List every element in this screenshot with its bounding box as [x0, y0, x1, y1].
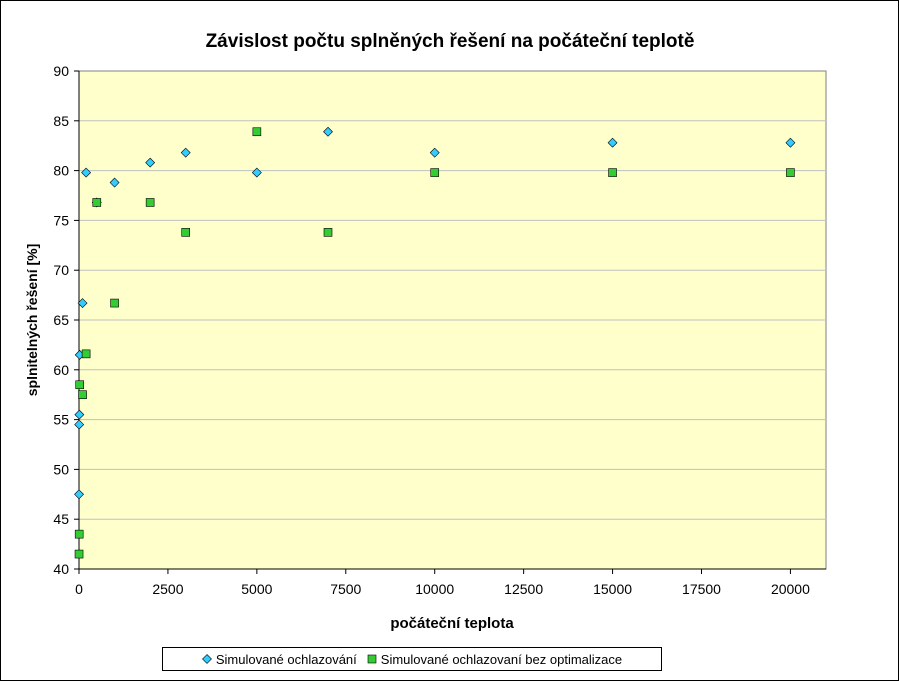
- data-point-series-1: [323, 126, 333, 137]
- y-tick-label: 50: [53, 461, 69, 477]
- data-point-series-2: [75, 380, 85, 390]
- y-tick-label: 60: [53, 362, 69, 378]
- y-tick-label: 85: [53, 113, 69, 129]
- y-tick-label: 45: [53, 511, 69, 527]
- data-point-series-1: [74, 419, 85, 430]
- data-point-series-2: [74, 529, 84, 539]
- data-point-series-2: [92, 198, 102, 207]
- data-point-series-2: [323, 228, 333, 237]
- x-tick-label: 15000: [593, 581, 632, 597]
- data-point-series-1: [81, 167, 92, 178]
- data-point-series-2: [145, 198, 155, 207]
- data-points: [74, 126, 796, 559]
- data-point-series-1: [109, 177, 120, 188]
- data-point-series-2: [78, 390, 87, 400]
- data-point-series-2: [181, 228, 191, 237]
- x-tick-label: 20000: [771, 581, 810, 597]
- diamond-marker-icon: [201, 654, 212, 664]
- data-point-series-1: [180, 147, 191, 158]
- y-tick-label: 55: [53, 412, 69, 428]
- legend-label-series-2: Simulované ochlazovaní bez optimalizace: [380, 651, 623, 667]
- y-tick-label: 90: [53, 63, 69, 79]
- y-tick-labels: 40 45 50 55 60 65 70 75 80 85 90: [53, 63, 69, 577]
- x-tick-label: 5000: [241, 581, 272, 597]
- x-tick-label: 0: [75, 581, 83, 597]
- data-point-series-1: [607, 137, 618, 148]
- y-tick-label: 80: [53, 163, 69, 179]
- data-point-series-1: [74, 489, 84, 500]
- data-point-series-2: [74, 549, 84, 559]
- x-tick-label: 12500: [504, 581, 543, 597]
- x-tick-label: 17500: [682, 581, 721, 597]
- data-point-series-2: [110, 298, 119, 308]
- data-point-series-2: [608, 168, 617, 177]
- data-point-series-2: [786, 168, 795, 177]
- y-tick-label: 70: [53, 262, 69, 278]
- gridlines: [79, 120, 826, 520]
- data-point-series-2: [81, 349, 91, 359]
- data-point-series-1: [785, 137, 796, 148]
- legend-label-series-1: Simulované ochlazování: [215, 651, 357, 667]
- y-tick-label: 40: [53, 561, 69, 577]
- x-tick-label: 7500: [330, 581, 361, 597]
- data-point-series-2: [252, 127, 262, 137]
- y-tick-label: 75: [53, 212, 69, 228]
- chart-title: Závislost počtu splněných řešení na počá…: [206, 31, 695, 52]
- data-point-series-1: [145, 157, 156, 168]
- data-point-series-1: [77, 298, 88, 308]
- x-tick-labels: 0 2500 5000 7500 10000 12500 15000 17500 20000: [75, 581, 810, 597]
- x-tick-label: 2500: [152, 581, 183, 597]
- data-point-series-1: [251, 167, 262, 178]
- x-axis-label: počáteční teplota: [390, 615, 514, 632]
- axes: [74, 70, 826, 574]
- x-tick-label: 10000: [415, 581, 454, 597]
- legend-item-series-2: Simulované ochlazovaní bez optimalizace: [367, 652, 622, 667]
- data-point-series-2: [430, 168, 440, 177]
- data-point-series-1: [429, 147, 440, 158]
- square-marker-icon: [367, 654, 377, 664]
- y-tick-label: 65: [53, 312, 69, 328]
- data-point-series-1: [74, 409, 85, 420]
- y-axis-label: splnitelných řešení [%]: [24, 244, 40, 396]
- legend: Simulované ochlazování Simulované ochlaz…: [162, 647, 662, 671]
- legend-item-series-1: Simulované ochlazování: [201, 651, 357, 667]
